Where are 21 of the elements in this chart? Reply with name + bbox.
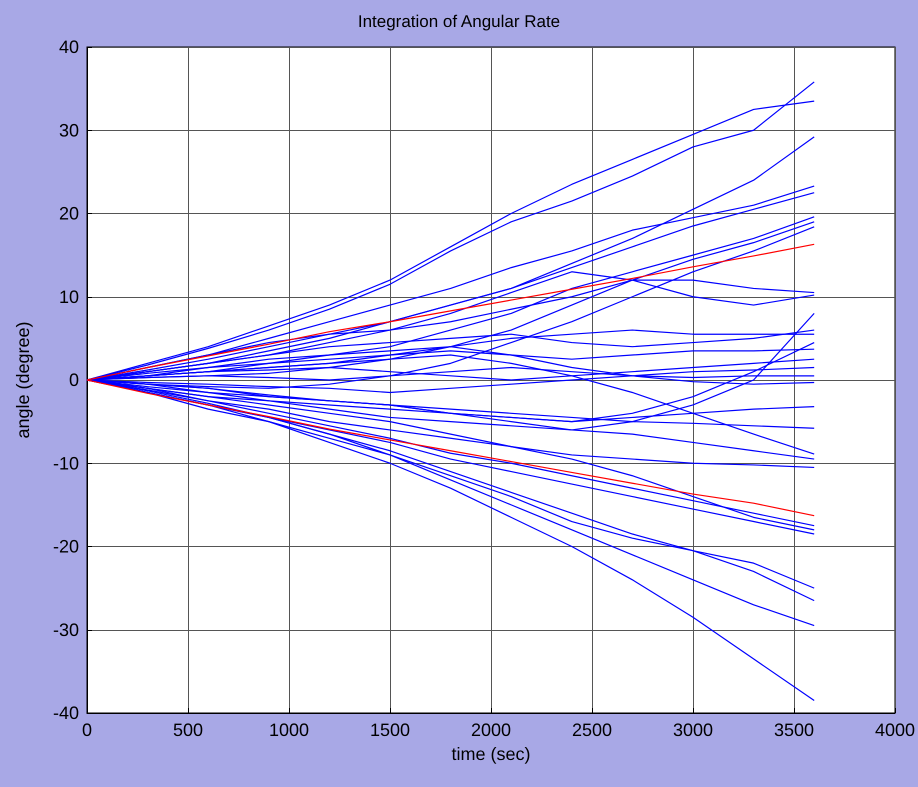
y-tick-label: 30 — [58, 120, 79, 140]
x-axis-title: time (sec) — [451, 744, 530, 764]
y-tick-label: -40 — [52, 703, 79, 723]
x-tick-label: 4000 — [874, 720, 915, 740]
x-tick-label: 3000 — [672, 720, 714, 740]
x-tick-label: 0 — [82, 720, 92, 740]
y-tick-label: -10 — [52, 453, 79, 474]
x-tick-label: 2500 — [572, 720, 612, 740]
y-tick-label: 40 — [58, 37, 79, 57]
x-tick-label: 500 — [172, 720, 204, 740]
y-tick-label: 10 — [58, 286, 79, 307]
x-tick-label: 1500 — [370, 720, 410, 740]
chart-title: Integration of Angular Rate — [358, 12, 560, 31]
y-axis-title: angle (degree) — [13, 321, 33, 439]
x-tick-label: 2000 — [470, 720, 512, 740]
x-tick-label: 1000 — [268, 720, 310, 740]
y-tick-label: -20 — [52, 536, 79, 556]
y-tick-label: 0 — [68, 370, 79, 390]
y-tick-label: 20 — [58, 204, 79, 224]
y-tick-label: -30 — [52, 620, 79, 640]
x-tick-label: 3500 — [774, 720, 814, 740]
